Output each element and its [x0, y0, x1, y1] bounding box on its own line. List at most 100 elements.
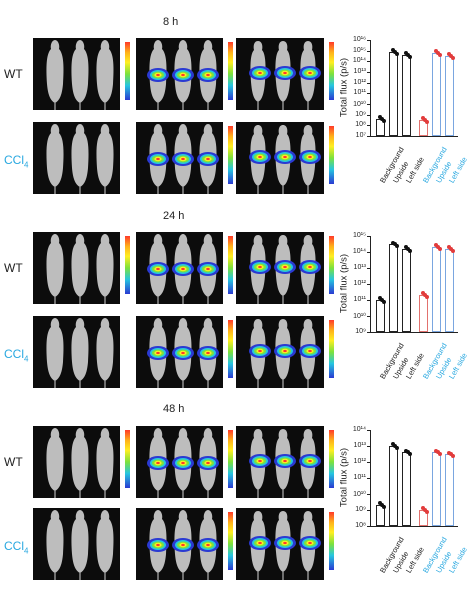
mouse-silhouette: [196, 508, 220, 580]
data-point: [425, 509, 429, 514]
data-point: [395, 51, 399, 56]
x-category-label: Left side: [447, 155, 469, 185]
data-point: [451, 56, 455, 61]
mouse-silhouette: [146, 316, 170, 388]
data-point: [451, 454, 455, 459]
bioluminescence-signal: [299, 454, 321, 473]
mouse-silhouette: [271, 426, 296, 498]
bioluminescence-signal: [249, 454, 271, 473]
data-point: [382, 504, 386, 509]
data-point: [408, 248, 412, 253]
y-tick-label: 10¹²: [353, 280, 366, 287]
y-tick-mark: [367, 61, 370, 63]
row-label-wt: WT: [4, 455, 23, 469]
mouse-silhouette: [68, 316, 92, 388]
y-axis-title: Total flux (p/s): [338, 57, 350, 118]
y-tick-label: 10¹⁴: [352, 57, 366, 65]
bioluminescence-signal: [147, 346, 169, 365]
mouse-silhouette: [93, 122, 117, 194]
y-tick-mark: [367, 300, 370, 301]
bioluminescence-signal: [299, 344, 321, 363]
color-scale-bar: [329, 126, 334, 184]
bioluminescence-signal: [197, 346, 219, 365]
y-tick-label: 10¹⁴: [352, 426, 366, 433]
color-scale-bar: [329, 42, 334, 100]
time-label: 24 h: [163, 210, 185, 222]
mouse-silhouette: [68, 232, 92, 304]
y-axis-line: [370, 236, 371, 332]
mouse-silhouette: [146, 232, 170, 304]
y-tick-label: 10¹¹: [353, 296, 366, 303]
y-tick-mark: [367, 236, 370, 237]
mouse-silhouette: [196, 122, 220, 194]
y-tick-mark: [367, 82, 370, 84]
y-axis-title: Total flux (p/s): [338, 447, 350, 508]
mouse-image-panel: [236, 38, 324, 110]
color-scale-bar: [228, 126, 233, 184]
data-point: [408, 54, 412, 59]
bioluminescence-signal: [299, 536, 321, 555]
y-tick-mark: [367, 50, 370, 52]
data-point: [382, 118, 386, 123]
mouse-image-panel: [136, 508, 223, 580]
mouse-silhouette: [93, 426, 117, 498]
color-scale-bar: [125, 42, 130, 100]
row-label-wt: WT: [4, 261, 23, 275]
data-point: [438, 452, 442, 457]
mouse-silhouette: [196, 38, 220, 110]
row-label-ccl4-subscript: 4: [24, 546, 29, 556]
color-scale-bar: [125, 236, 130, 294]
bioluminescence-signal: [172, 346, 194, 365]
color-scale-bar: [329, 512, 334, 570]
mouse-image-panel: [33, 508, 120, 580]
data-point: [438, 246, 442, 251]
mouse-silhouette: [171, 426, 195, 498]
y-tick-mark: [367, 72, 370, 73]
color-scale-bar: [228, 42, 233, 100]
bar: [402, 452, 411, 526]
bar: [432, 247, 441, 332]
bioluminescence-signal: [172, 152, 194, 171]
bioluminescence-signal: [197, 538, 219, 557]
mouse-silhouette: [68, 122, 92, 194]
bioluminescence-signal: [274, 66, 296, 85]
mouse-silhouette: [68, 38, 92, 110]
bar: [445, 56, 454, 136]
mouse-image-panel: [136, 38, 223, 110]
bioluminescence-signal: [172, 262, 194, 281]
mouse-silhouette: [43, 122, 67, 194]
y-tick-label: 10⁹: [355, 328, 366, 335]
color-scale-bar: [228, 320, 233, 378]
mouse-silhouette: [196, 232, 220, 304]
y-tick-label: 10¹¹: [353, 89, 366, 97]
x-category-label: Left side: [447, 545, 469, 575]
y-tick-label: 10⁸: [355, 121, 366, 129]
data-point: [408, 452, 412, 457]
row-label-ccl4-main: CCl: [4, 347, 24, 361]
mouse-silhouette: [296, 232, 321, 304]
time-label: 8 h: [163, 16, 179, 28]
y-tick-mark: [367, 430, 370, 431]
bioluminescence-signal: [172, 538, 194, 557]
bioluminescence-signal: [274, 344, 296, 363]
row-label-ccl4-main: CCl: [4, 153, 24, 167]
bar: [402, 54, 411, 136]
mouse-silhouette: [246, 122, 271, 194]
bioluminescence-signal: [249, 260, 271, 279]
y-tick-label: 10¹⁵: [352, 46, 366, 54]
mouse-image-panel: [33, 232, 120, 304]
bioluminescence-signal: [274, 536, 296, 555]
y-tick-label: 10¹⁵: [352, 232, 366, 239]
y-tick-label: 10¹²: [353, 458, 366, 465]
bar: [389, 446, 398, 526]
y-tick-label: 10¹²: [353, 78, 366, 86]
mouse-silhouette: [43, 232, 67, 304]
mouse-silhouette: [146, 38, 170, 110]
data-point: [438, 52, 442, 57]
bioluminescence-signal: [147, 262, 169, 281]
y-tick-mark: [367, 125, 370, 127]
bar: [389, 51, 398, 136]
bioluminescence-signal: [274, 150, 296, 169]
mouse-silhouette: [43, 316, 67, 388]
mouse-silhouette: [43, 38, 67, 110]
